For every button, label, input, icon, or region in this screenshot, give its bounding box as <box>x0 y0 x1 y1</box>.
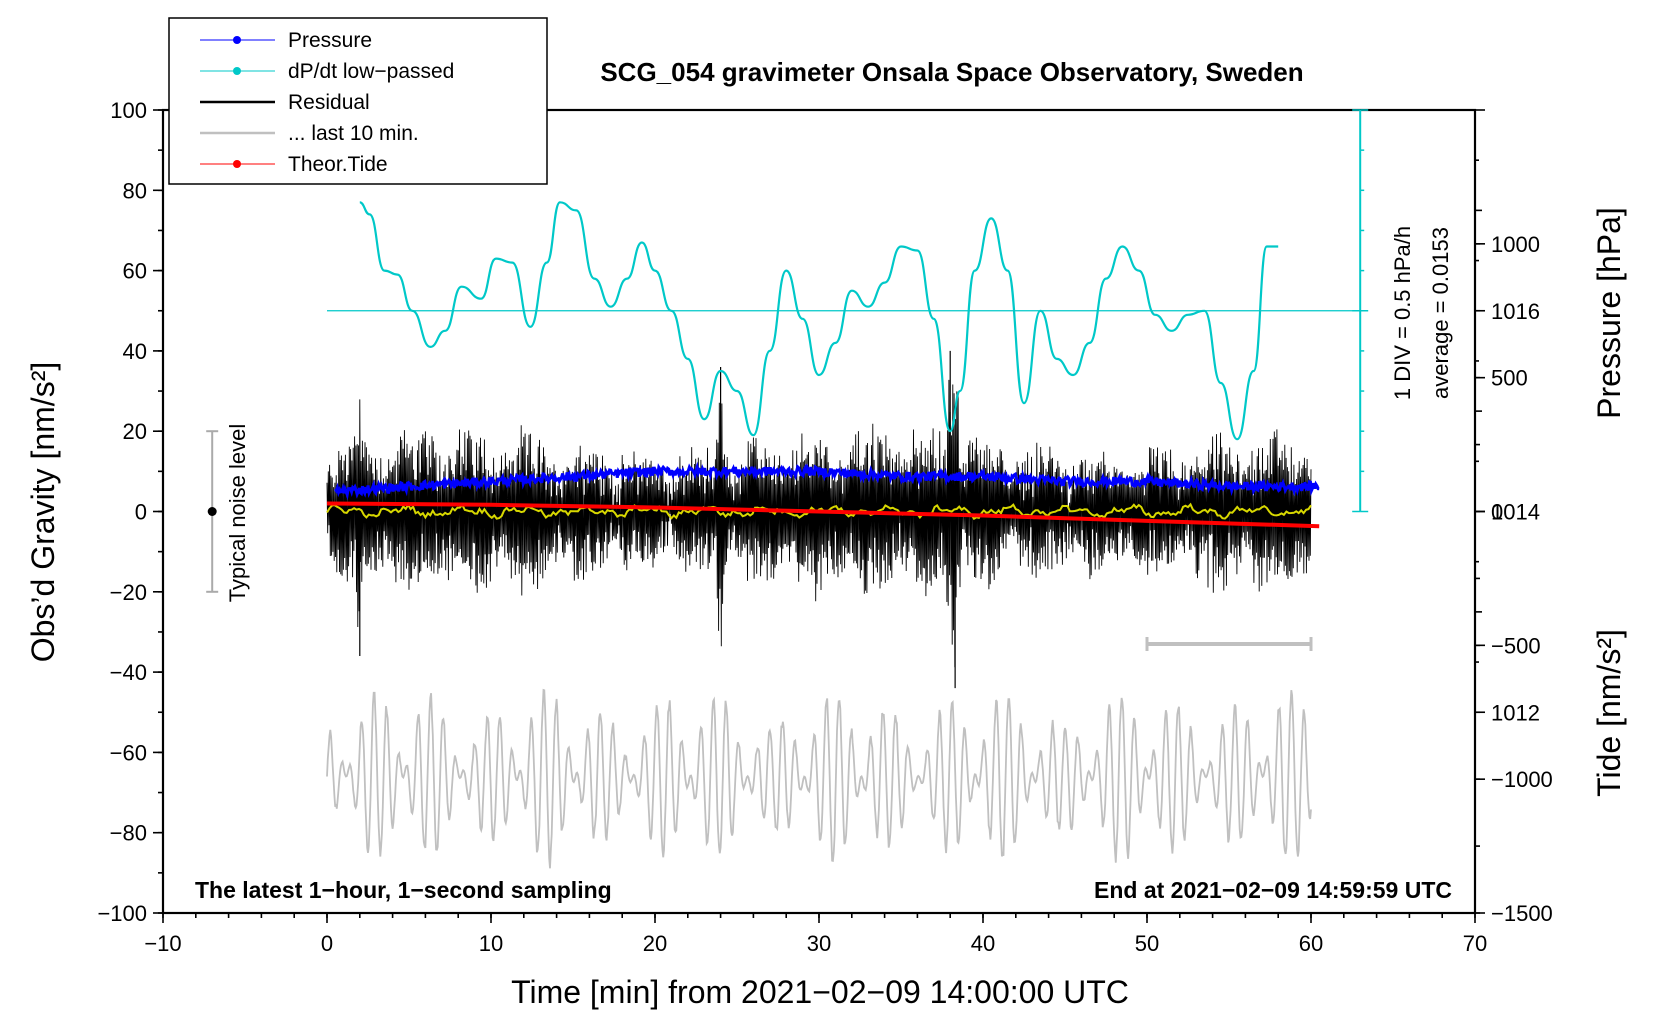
x-tick-label: 50 <box>1135 931 1159 956</box>
noise-label: Typical noise level <box>225 424 250 603</box>
y-tick-label: 60 <box>123 259 147 284</box>
y-tick-label: −80 <box>110 821 147 846</box>
tide-tick-label: −500 <box>1491 633 1541 658</box>
y-axis-ticks: −100 −80 −60 −40 −20 0 20 40 60 80 100 <box>97 98 163 926</box>
last-10-min-bracket <box>1145 636 1313 651</box>
theor-tide-series <box>326 501 1320 529</box>
legend-label: Pressure <box>288 29 372 52</box>
legend-label: ... last 10 min. <box>288 122 419 145</box>
y-tick-label: 0 <box>135 500 147 525</box>
noise-level-indicator <box>206 430 219 593</box>
dpdt-line <box>359 201 1279 441</box>
pressure-tick-label: 1012 <box>1491 700 1540 725</box>
pressure-line <box>333 461 1320 501</box>
x-axis-label: Time [min] from 2021−02−09 14:00:00 UTC <box>511 974 1129 1010</box>
last-10-min-line <box>326 688 1312 869</box>
legend-label: dP/dt low−passed <box>288 60 454 83</box>
residual-line <box>326 379 1312 668</box>
legend-label: Theor.Tide <box>288 153 388 176</box>
tide-tick-label: 1000 <box>1491 232 1540 257</box>
theor-tide-line <box>326 501 1320 529</box>
noise-center-dot <box>207 507 217 516</box>
x-axis-ticks: −10 0 10 20 30 40 50 60 70 <box>144 913 1487 956</box>
x-tick-label: 20 <box>643 931 667 956</box>
y-tick-label: 20 <box>123 419 147 444</box>
div-label: 1 DIV = 0.5 hPa/h <box>1390 226 1415 400</box>
pressure-axis-ticks: 1012 1014 1016 <box>1475 109 1540 725</box>
note-bottom-right: End at 2021−02−09 14:59:59 UTC <box>1094 877 1452 903</box>
last-10-min-series <box>326 688 1312 869</box>
legend-marker <box>233 160 241 168</box>
x-tick-label: 30 <box>807 931 831 956</box>
dpdt-scale-bar <box>327 109 1369 513</box>
legend: Pressure dP/dt low−passed Residual ... last… <box>200 29 454 176</box>
tide-axis-label: Tide [nm/s²] <box>1591 629 1627 797</box>
y-tick-label: −20 <box>110 580 147 605</box>
pressure-tick-label: 1014 <box>1491 500 1540 525</box>
y-axis-label: Obs’d Gravity [nm/s²] <box>25 362 61 663</box>
pressure-series <box>333 461 1320 501</box>
tide-tick-label: −1000 <box>1491 767 1553 792</box>
legend-marker <box>233 67 241 75</box>
x-tick-label: 40 <box>971 931 995 956</box>
pressure-tick-label: 1016 <box>1491 299 1540 324</box>
tide-tick-label: 500 <box>1491 366 1528 391</box>
legend-marker <box>233 36 241 44</box>
y-tick-label: −100 <box>97 901 147 926</box>
dpdt-series <box>359 201 1279 441</box>
y-tick-label: 100 <box>110 98 147 123</box>
x-tick-label: 60 <box>1299 931 1323 956</box>
legend-label: Residual <box>288 91 370 114</box>
tide-tick-label: 0 <box>1491 500 1503 525</box>
x-tick-label: 0 <box>321 931 333 956</box>
y-tick-label: −40 <box>110 660 147 685</box>
x-tick-label: −10 <box>144 931 181 956</box>
y-tick-label: −60 <box>110 740 147 765</box>
x-tick-label: 70 <box>1463 931 1487 956</box>
tide-tick-label: −1500 <box>1491 901 1553 926</box>
note-bottom-left: The latest 1−hour, 1−second sampling <box>195 877 612 903</box>
pressure-axis-label: Pressure [hPa] <box>1591 207 1627 419</box>
y-tick-label: 80 <box>123 178 147 203</box>
title: SCG_054 gravimeter Onsala Space Observat… <box>600 57 1303 87</box>
tide-axis-ticks: −1500 −1000 −500 0 500 1000 <box>1475 232 1553 926</box>
x-tick-label: 10 <box>479 931 503 956</box>
avg-label: average = 0.0153 <box>1428 227 1453 399</box>
y-tick-label: 40 <box>123 339 147 364</box>
